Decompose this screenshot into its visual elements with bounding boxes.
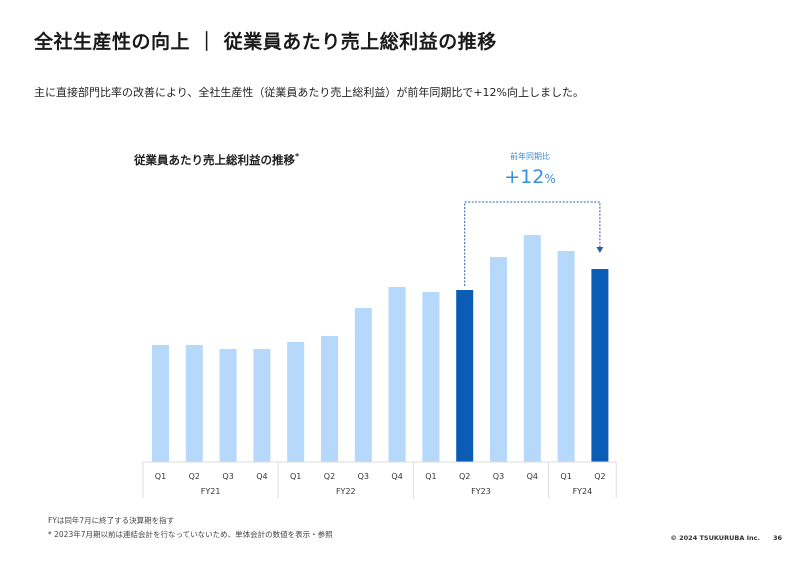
group-label: FY21 [201, 487, 221, 496]
bar [152, 345, 169, 462]
x-tick-label: Q2 [594, 472, 605, 481]
x-tick-label: Q1 [290, 472, 301, 481]
chart-title-marker: * [295, 152, 300, 161]
bar [422, 292, 440, 462]
copyright: © 2024 TSUKURUBA Inc. [670, 534, 760, 542]
x-tick-label: Q4 [256, 472, 267, 481]
page-subtitle: 主に直接部門比率の改善により、全社生産性（従業員あたり売上総利益）が前年同期比で… [34, 86, 585, 99]
bar [185, 345, 203, 462]
x-tick-label: Q1 [425, 472, 436, 481]
bar [490, 257, 507, 462]
group-label: FY22 [336, 487, 356, 496]
chart-title: 従業員あたり売上総利益の推移* [134, 150, 299, 167]
page-title: 全社生産性の向上 ｜ 従業員あたり売上総利益の推移 [34, 31, 497, 53]
bar [354, 308, 372, 462]
footnote-fy: FYは同年7月に終了する決算期を指す [48, 516, 175, 525]
footnote-consolidation: * 2023年7月期以前は連結会計を行なっていないため、単体会計の数値を表示・参… [48, 530, 333, 539]
x-tick-label: Q2 [459, 472, 470, 481]
bar [219, 349, 237, 462]
group-label: FY24 [573, 487, 593, 496]
x-tick-label: Q3 [493, 472, 504, 481]
bar [591, 269, 609, 462]
chart-title-text: 従業員あたり売上総利益の推移 [134, 152, 295, 167]
bar [557, 251, 575, 462]
x-tick-label: Q1 [155, 472, 166, 481]
bar [456, 290, 474, 462]
yoy-number: +12 [504, 166, 545, 188]
bar [321, 336, 338, 462]
x-tick-label: Q2 [189, 472, 200, 481]
bar [388, 287, 406, 462]
yoy-label: 前年同期比 [510, 152, 550, 161]
x-tick-label: Q4 [391, 472, 402, 481]
yoy-bracket [464, 201, 601, 286]
yoy-unit: % [544, 172, 556, 186]
bar [253, 349, 271, 462]
x-tick-label: Q2 [324, 472, 335, 481]
bar [523, 235, 541, 462]
x-tick-label: Q4 [527, 472, 538, 481]
arrow-head-icon [596, 247, 604, 253]
yoy-value: +12% [500, 166, 560, 190]
x-tick-label: Q3 [222, 472, 233, 481]
group-label: FY23 [471, 487, 491, 496]
bar [287, 342, 305, 462]
x-tick-label: Q3 [358, 472, 369, 481]
x-tick-label: Q1 [560, 472, 571, 481]
page-number: 36 [772, 534, 782, 542]
